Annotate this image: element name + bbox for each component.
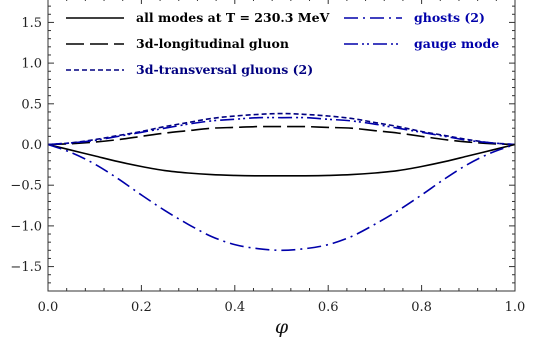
series-line-4 (47, 116, 516, 146)
y-tick-label: 1.5 (21, 16, 42, 31)
x-tick-label: 0.2 (131, 300, 152, 315)
x-tick-label: 0.4 (224, 300, 245, 315)
y-tick-label: −1.5 (10, 260, 42, 275)
legend-label: gauge mode (414, 36, 499, 51)
y-tick-label: −1.0 (10, 219, 42, 234)
x-tick-label: 0.8 (411, 300, 432, 315)
x-tick-label: 0.6 (318, 300, 339, 315)
y-tick-label: 1.0 (21, 57, 42, 72)
series-lines (47, 112, 516, 252)
series-line-3 (47, 143, 516, 252)
legend-label: 3d-longitudinal gluon (136, 36, 289, 51)
x-tick-label: 1.0 (505, 300, 526, 315)
x-tick-label: 0.0 (38, 300, 59, 315)
legend-label: all modes at T = 230.3 MeV (136, 10, 330, 25)
x-axis-title: φ (275, 316, 289, 338)
x-tick-labels: 0.0 0.2 0.4 0.6 0.8 1.0 (38, 300, 526, 315)
plot-frame (47, 0, 516, 292)
legend-label: ghosts (2) (414, 10, 485, 25)
y-tick-labels: −1.5 −1.0 −0.5 0.0 0.5 1.0 1.5 (10, 16, 42, 275)
y-tick-label: 0.5 (21, 97, 42, 112)
series-line-0 (47, 143, 516, 177)
series-line-2 (47, 112, 516, 146)
y-tick-label: 0.0 (21, 138, 42, 153)
series-line-1 (47, 125, 516, 146)
y-tick-label: −0.5 (10, 179, 42, 194)
legend-label: 3d-transversal gluons (2) (136, 62, 313, 77)
legend: all modes at T = 230.3 MeV 3d-longitudina… (66, 10, 499, 77)
